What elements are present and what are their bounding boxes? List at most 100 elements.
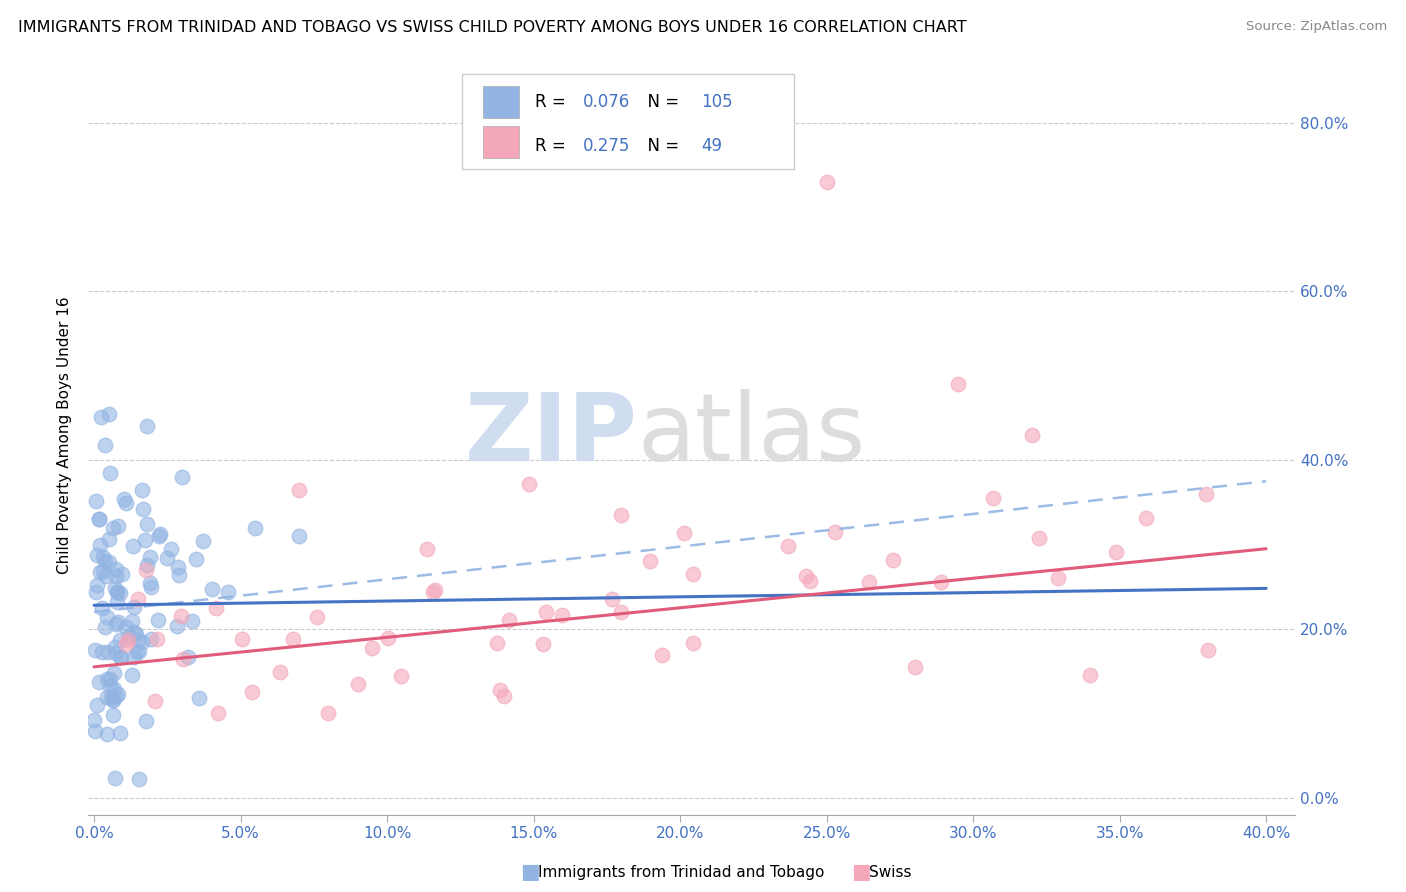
Point [610, 606, 633, 620]
Point [156, 550, 179, 565]
Point [105, 585, 128, 599]
Point [243, 521, 266, 535]
Point [115, 620, 138, 634]
Point [108, 633, 131, 648]
Point [91, 601, 114, 615]
Point [89, 538, 111, 552]
Text: R =: R = [534, 94, 571, 112]
Point [128, 772, 150, 786]
Point [101, 692, 124, 706]
Point [110, 650, 132, 665]
Point [103, 521, 125, 535]
Point [141, 632, 163, 646]
Point [131, 634, 153, 648]
Point [108, 726, 131, 740]
Point [107, 519, 129, 533]
Point [217, 585, 239, 599]
Point [91, 645, 114, 659]
Point [148, 529, 170, 543]
Point [346, 677, 368, 691]
Point [93, 564, 115, 578]
Point [96, 690, 118, 705]
Point [122, 649, 145, 664]
Point [87, 674, 110, 689]
Point [205, 600, 228, 615]
Point [94, 438, 117, 452]
Point [531, 638, 554, 652]
Point [389, 669, 412, 683]
Point [231, 632, 253, 646]
Point [136, 517, 159, 532]
Point [1197, 643, 1219, 657]
Point [115, 637, 138, 651]
Point [799, 574, 821, 588]
Point [131, 483, 153, 497]
Point [132, 502, 155, 516]
Point [139, 550, 162, 565]
Point [610, 508, 633, 522]
Point [100, 467, 122, 481]
Point [94, 569, 117, 583]
Point [103, 665, 125, 680]
Point [361, 640, 384, 655]
Point [94, 554, 117, 568]
Text: 49: 49 [702, 137, 723, 155]
Point [288, 529, 311, 543]
Point [127, 645, 149, 659]
Point [1135, 511, 1157, 525]
Point [139, 580, 162, 594]
Point [143, 693, 166, 707]
Point [86, 577, 108, 591]
Point [89, 565, 111, 579]
Point [96, 672, 118, 686]
Text: IMMIGRANTS FROM TRINIDAD AND TOBAGO VS SWISS CHILD POVERTY AMONG BOYS UNDER 16 C: IMMIGRANTS FROM TRINIDAD AND TOBAGO VS S… [18, 20, 967, 35]
Point [127, 591, 149, 606]
FancyBboxPatch shape [482, 87, 519, 118]
Point [105, 585, 128, 599]
Text: ZIP: ZIP [464, 389, 637, 481]
Point [89, 512, 111, 526]
Point [104, 771, 127, 785]
Point [97, 555, 120, 569]
Text: 105: 105 [702, 94, 733, 112]
Point [600, 592, 623, 607]
Point [305, 610, 328, 624]
Point [107, 595, 129, 609]
Point [517, 476, 540, 491]
Text: Source: ZipAtlas.com: Source: ZipAtlas.com [1247, 20, 1388, 33]
Point [177, 650, 200, 665]
Point [170, 609, 193, 624]
Point [105, 647, 128, 661]
Point [121, 614, 143, 628]
Point [494, 690, 516, 704]
Point [1105, 545, 1128, 559]
Point [128, 644, 150, 658]
Point [1078, 668, 1101, 682]
Text: Immigrants from Trinidad and Tobago: Immigrants from Trinidad and Tobago [538, 865, 825, 880]
Point [882, 553, 904, 567]
Point [188, 690, 211, 705]
Point [193, 533, 215, 548]
Point [97, 407, 120, 421]
Point [240, 685, 263, 699]
Point [83, 643, 105, 657]
Point [118, 629, 141, 643]
Point [122, 625, 145, 640]
Point [1028, 531, 1050, 545]
Point [135, 714, 157, 728]
Text: N =: N = [637, 94, 685, 112]
Text: atlas: atlas [637, 389, 866, 481]
Point [269, 665, 291, 679]
Point [91, 549, 114, 564]
Point [86, 548, 108, 562]
Point [903, 660, 925, 674]
Point [638, 554, 661, 568]
Point [167, 568, 190, 582]
Point [135, 563, 157, 577]
Point [134, 533, 156, 547]
Point [84, 494, 107, 508]
Point [201, 582, 224, 596]
Point [135, 419, 157, 434]
FancyBboxPatch shape [482, 127, 519, 158]
Point [1021, 427, 1043, 442]
